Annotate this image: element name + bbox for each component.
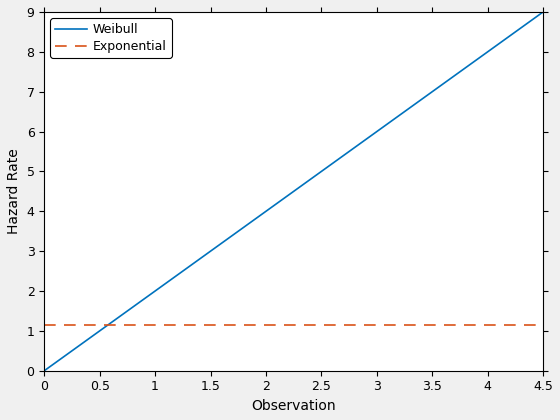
Exponential xyxy=(528,323,534,328)
Weibull xyxy=(311,174,318,179)
Legend: Weibull, Exponential: Weibull, Exponential xyxy=(50,18,172,58)
Weibull xyxy=(278,198,284,203)
X-axis label: Observation: Observation xyxy=(251,399,336,413)
Weibull xyxy=(528,18,534,23)
Weibull xyxy=(540,9,547,14)
Line: Weibull: Weibull xyxy=(44,12,543,371)
Exponential xyxy=(338,323,344,328)
Exponential xyxy=(540,323,547,328)
Weibull xyxy=(338,155,344,160)
Exponential xyxy=(281,323,287,328)
Exponential xyxy=(311,323,318,328)
Y-axis label: Hazard Rate: Hazard Rate xyxy=(7,149,21,234)
Exponential xyxy=(450,323,456,328)
Weibull xyxy=(281,196,287,201)
Exponential xyxy=(278,323,284,328)
Weibull xyxy=(450,74,456,79)
Weibull xyxy=(41,368,48,373)
Exponential xyxy=(41,323,48,328)
